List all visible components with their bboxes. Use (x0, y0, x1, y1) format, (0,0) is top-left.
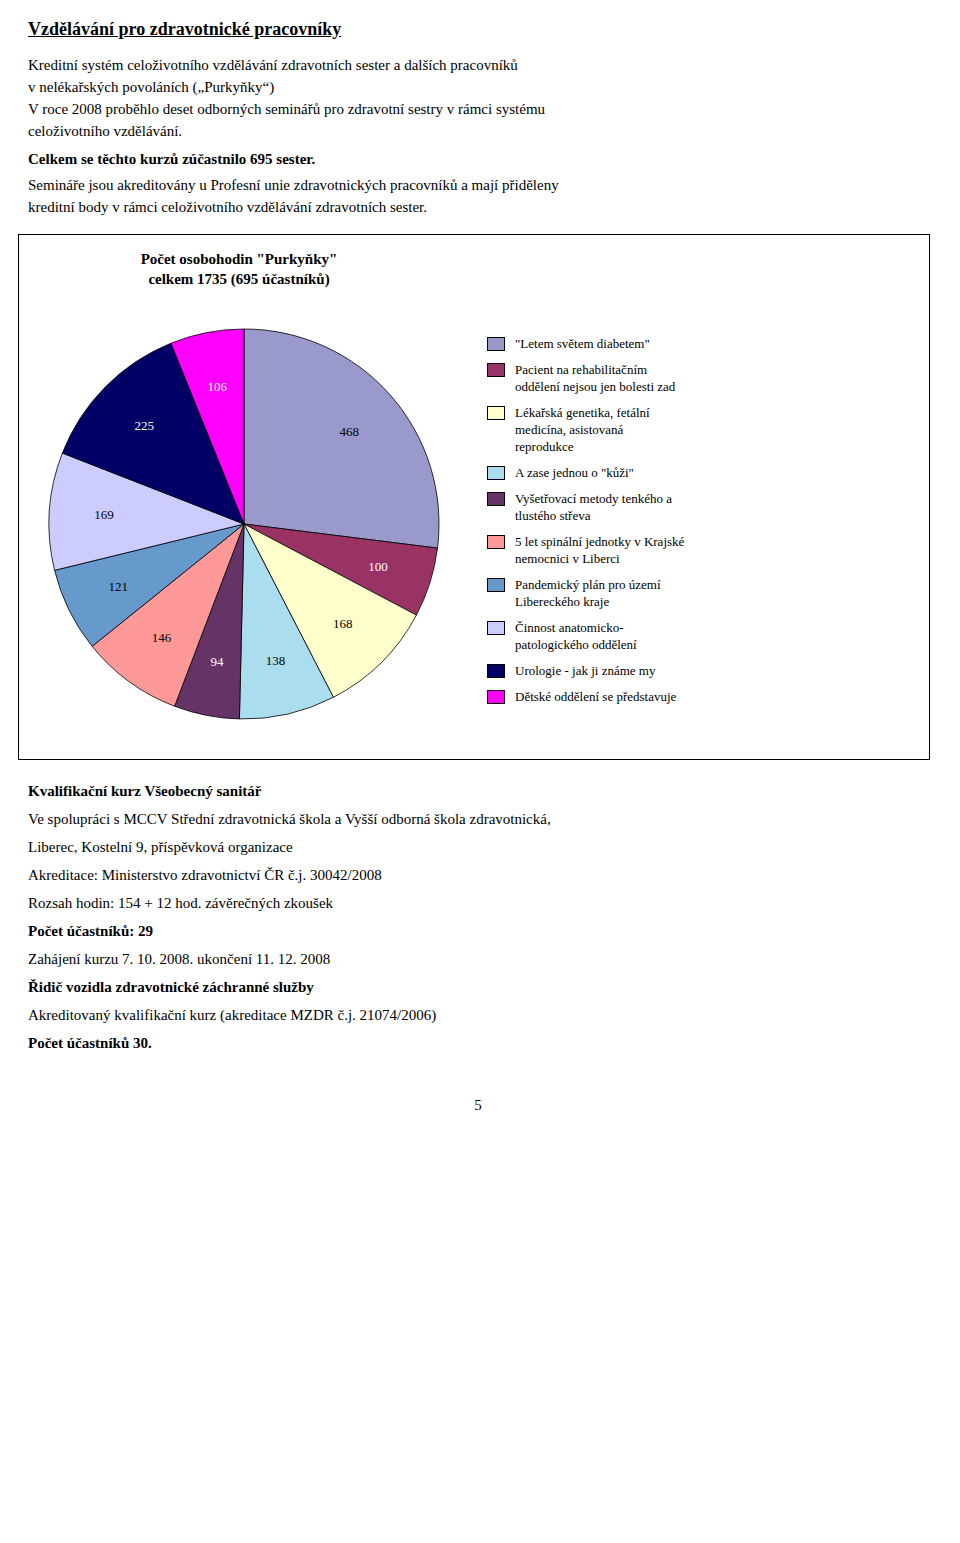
svg-text:121: 121 (108, 579, 128, 594)
html-text:Ve spolupráci s MCCV Střední z: Ve spolupráci s MCCV Střední zdravotnick… (28, 811, 551, 827)
html-text:Vyšetřovací metody tenkého a t: Vyšetřovací metody tenkého a tlustého st… (515, 490, 672, 523)
svg-text:168: 168 (333, 616, 353, 631)
html-text:Rozsah hodin: 154 + 12 hod. zá: Rozsah hodin: 154 + 12 hod. závěrečných … (28, 895, 333, 911)
html-text:Počet účastníků 30.: Počet účastníků 30. (28, 1035, 152, 1051)
html-text:V roce 2008 proběhlo deset odb: V roce 2008 proběhlo deset odborných sem… (28, 101, 546, 117)
svg-text:225: 225 (134, 418, 154, 433)
html-text:Počet osobohodin "Purkyňky": Počet osobohodin "Purkyňky" (140, 251, 338, 267)
html-text:5: 5 (474, 1097, 482, 1113)
svg-text:468: 468 (339, 424, 359, 439)
html-text:v nelékařských povoláních („Pu: v nelékařských povoláních („Purkyňky“) (28, 79, 275, 95)
html-text:celoživotního vzdělávání.: celoživotního vzdělávání. (28, 123, 183, 139)
html-text:Akreditovaný kvalifikační kurz: Akreditovaný kvalifikační kurz (akredita… (28, 1007, 437, 1023)
html-text:Akreditace: Ministerstvo zdrav: Akreditace: Ministerstvo zdravotnictví Č… (28, 867, 382, 883)
html-text:Pacient na rehabilitačním oddě: Pacient na rehabilitačním oddělení nejso… (515, 361, 676, 394)
html-text:Urologie - jak ji známe my: Urologie - jak ji známe my (515, 662, 656, 678)
html-text:Celkem se těchto kurzů zúčastn: Celkem se těchto kurzů zúčastnilo 695 se… (28, 151, 316, 167)
html-text:Dětské oddělení se představuje: Dětské oddělení se představuje (515, 688, 677, 704)
svg-text:146: 146 (152, 630, 172, 645)
html-text:Zahájení kurzu 7. 10. 2008. uk: Zahájení kurzu 7. 10. 2008. ukončení 11.… (28, 951, 331, 967)
html-text:"Letem světem diabetem": "Letem světem diabetem" (515, 335, 650, 351)
html-text:Činnost anatomicko- patologick: Činnost anatomicko- patologického odděle… (515, 619, 637, 652)
svg-text:94: 94 (210, 654, 224, 669)
html-text:celkem 1735 (695 účastníků): celkem 1735 (695 účastníků) (148, 271, 330, 287)
svg-text:100: 100 (368, 559, 388, 574)
svg-text:106: 106 (207, 379, 227, 394)
html-text:Vzdělávání pro zdravotnické pr: Vzdělávání pro zdravotnické pracovníky (28, 19, 342, 39)
svg-text:169: 169 (94, 507, 114, 522)
html-text:5 let spinální jednotky v Kraj: 5 let spinální jednotky v Krajské nemocn… (515, 533, 685, 566)
html-text:Počet účastníků: 29: Počet účastníků: 29 (28, 923, 153, 939)
html-text:Liberec, Kostelní 9, příspěvko: Liberec, Kostelní 9, příspěvková organiz… (28, 839, 293, 855)
html-text:A zase jednou o "kůži": A zase jednou o "kůži" (515, 464, 634, 480)
html-text:Semináře jsou akreditovány u P: Semináře jsou akreditovány u Profesní un… (28, 177, 559, 193)
html-text:Řidič vozidla zdravotnické zác: Řidič vozidla zdravotnické záchranné slu… (28, 979, 314, 995)
html-text:Kvalifikační kurz Všeobecný sa: Kvalifikační kurz Všeobecný sanitář (28, 783, 262, 799)
html-text:Kreditní systém celoživotního: Kreditní systém celoživotního vzdělávání… (28, 57, 518, 73)
html-text:Pandemický plán pro území Libe: Pandemický plán pro území Libereckého kr… (515, 576, 661, 609)
svg-text:138: 138 (266, 653, 286, 668)
html-text:Lékařská genetika, fetální med: Lékařská genetika, fetální medicína, asi… (515, 404, 650, 454)
html-text:kreditní body v rámci celoživo: kreditní body v rámci celoživotního vzdě… (28, 199, 427, 215)
